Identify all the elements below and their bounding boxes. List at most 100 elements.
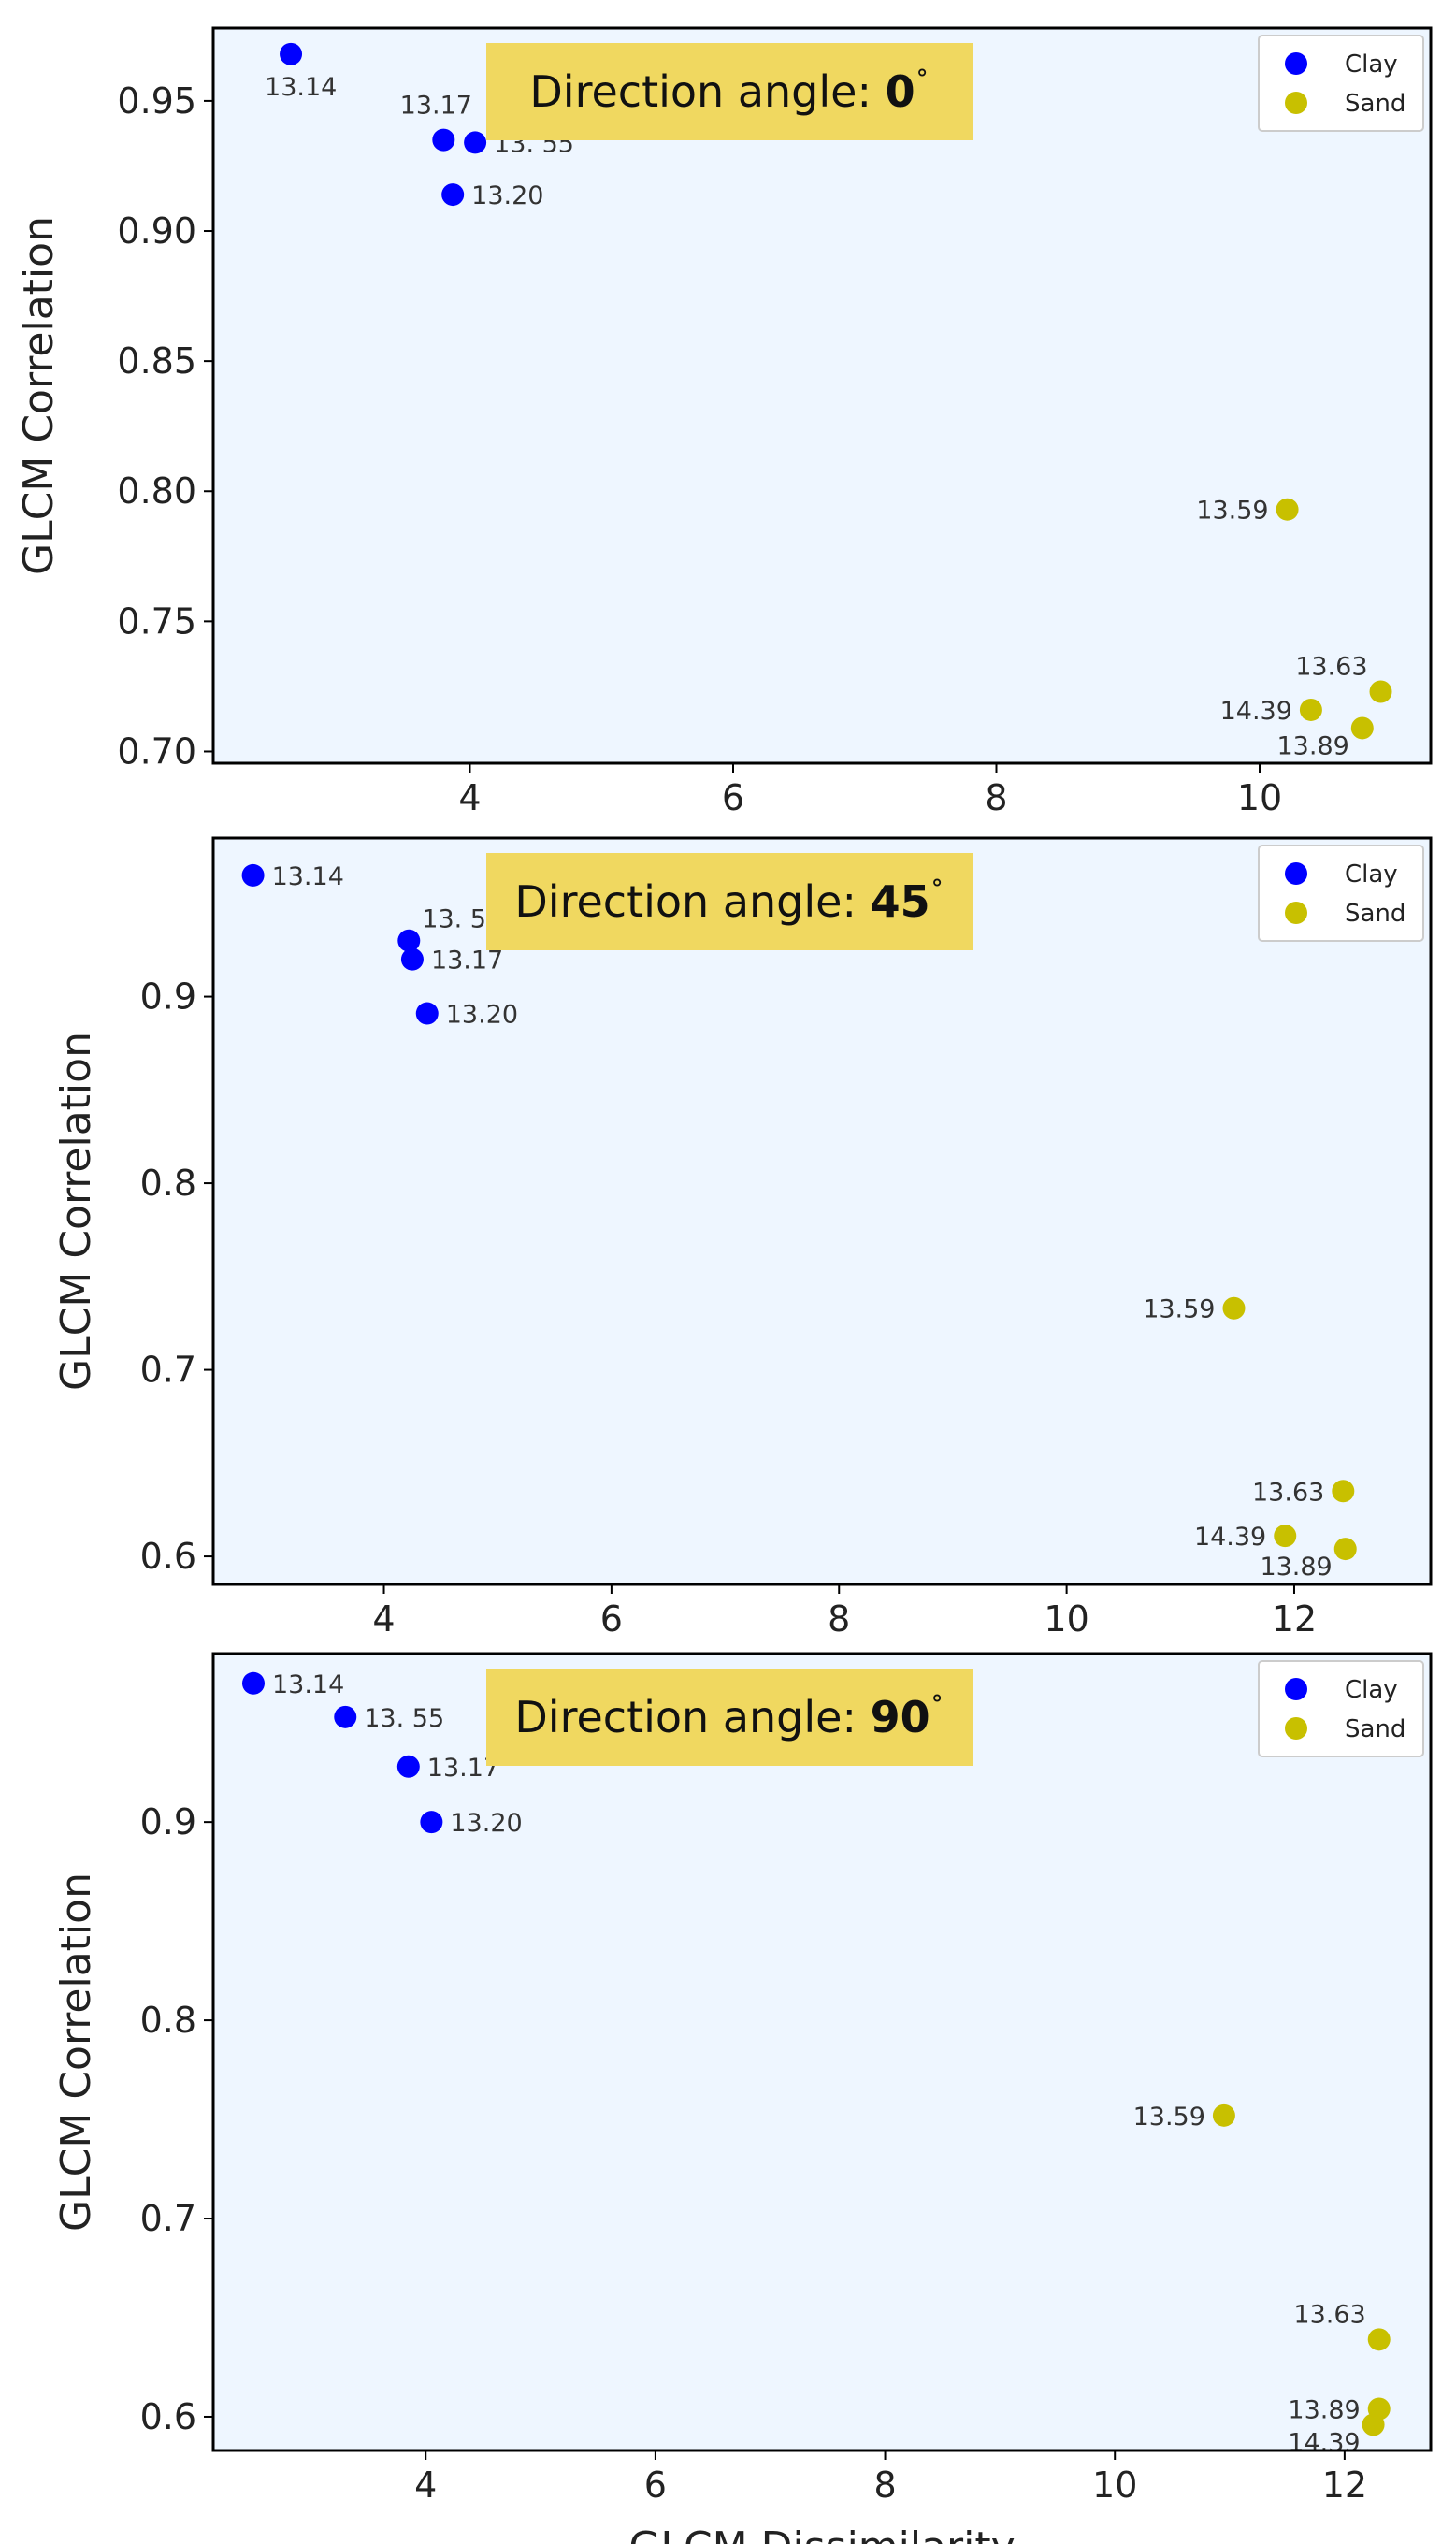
data-point-clay — [432, 128, 455, 152]
data-point-clay — [241, 1671, 265, 1695]
legend-label-clay: Clay — [1345, 1676, 1398, 1704]
x-axis-title: GLCM Dissimilarity — [628, 2523, 1015, 2544]
x-tick-label: 8 — [873, 2464, 896, 2506]
legend-label-sand: Sand — [1345, 90, 1406, 118]
y-tick-label: 0.7 — [140, 1350, 196, 1391]
point-label: 13.14 — [272, 862, 344, 891]
plot-area — [213, 28, 1431, 763]
y-tick-label: 0.90 — [117, 210, 196, 252]
x-tick-label: 8 — [985, 777, 1007, 818]
legend-label-sand: Sand — [1345, 1715, 1406, 1743]
angle-banner-value: 90 — [871, 1692, 930, 1742]
data-point-clay — [397, 929, 421, 952]
angle-banner-value: 0 — [886, 66, 915, 117]
legend-marker-clay — [1285, 1678, 1307, 1700]
legend-label-clay: Clay — [1345, 860, 1398, 889]
angle-banner-prefix: Direction angle: — [529, 66, 885, 117]
x-tick-label: 6 — [644, 2464, 667, 2506]
point-label: 13.14 — [265, 73, 337, 102]
chart-panel-1: 4 6 8 10 0.70 0.75 0.80 0.85 0.90 0.95 GLCM Correl… — [15, 26, 1433, 818]
x-tick-label: 12 — [1322, 2464, 1367, 2506]
y-tick-label: 0.80 — [117, 470, 196, 512]
x-tick-label: 10 — [1237, 777, 1282, 818]
point-label: 14.39 — [1288, 2428, 1360, 2457]
point-label: 14.39 — [1194, 1523, 1266, 1552]
x-tick-label: 10 — [1044, 1598, 1088, 1640]
data-point-sand — [1367, 2328, 1391, 2351]
point-label: 13.89 — [1277, 731, 1349, 760]
x-tick-label: 8 — [828, 1598, 850, 1640]
y-tick-label: 0.8 — [140, 2000, 196, 2041]
angle-banner-value: 45 — [871, 876, 930, 927]
point-label: 13.20 — [446, 1001, 518, 1030]
point-label: 13.59 — [1196, 497, 1268, 526]
point-label: 13.63 — [1252, 1478, 1324, 1507]
x-tick-label: 12 — [1272, 1598, 1317, 1640]
plot-area — [213, 1654, 1431, 2450]
y-axis-title: GLCM Correlation — [52, 1872, 100, 2232]
data-point-sand — [1274, 1525, 1297, 1548]
angle-banner-prefix: Direction angle: — [514, 876, 870, 927]
angle-banner — [486, 43, 973, 140]
x-tick-label: 6 — [600, 1598, 623, 1640]
data-point-clay — [420, 1811, 443, 1834]
y-tick-label: 0.9 — [140, 1801, 196, 1843]
data-point-sand — [1299, 698, 1322, 721]
data-point-clay — [396, 1755, 420, 1778]
y-tick-label: 0.6 — [140, 1536, 196, 1577]
data-point-sand — [1332, 1480, 1355, 1503]
data-point-sand — [1350, 716, 1374, 740]
data-point-sand — [1276, 498, 1299, 521]
legend-marker-sand — [1285, 902, 1307, 924]
y-tick-label: 0.7 — [140, 2198, 196, 2239]
plot-frame — [211, 26, 1433, 765]
point-label: 13.20 — [471, 181, 543, 210]
x-tick-label: 6 — [722, 777, 744, 818]
x-tick-label: 10 — [1092, 2464, 1137, 2506]
angle-banner-degree: ˚ — [930, 878, 944, 911]
point-label: 14.39 — [1220, 697, 1292, 726]
angle-banner-degree: ˚ — [930, 1694, 944, 1727]
data-point-clay — [415, 1002, 439, 1025]
data-point-sand — [1212, 2103, 1235, 2127]
y-tick-label: 0.85 — [117, 340, 196, 382]
angle-banner-text: Direction angle: 0˚ — [529, 66, 929, 117]
x-tick-label: 4 — [458, 777, 481, 818]
point-label: 13.63 — [1293, 2300, 1365, 2329]
y-tick-label: 0.95 — [117, 80, 196, 122]
plot-frame — [211, 1652, 1433, 2452]
angle-banner-text: Direction angle: 90˚ — [514, 1692, 944, 1742]
data-point-clay — [441, 183, 465, 207]
legend-marker-sand — [1285, 1717, 1307, 1740]
y-axis-title: GLCM Correlation — [52, 1032, 100, 1391]
legend-marker-sand — [1285, 92, 1307, 114]
angle-banner-degree: ˚ — [915, 68, 930, 101]
data-point-sand — [1333, 1538, 1357, 1561]
point-label: 13.20 — [450, 1809, 522, 1838]
point-label: 13.63 — [1295, 652, 1367, 681]
y-axis-title: GLCM Correlation — [15, 216, 63, 575]
data-point-clay — [400, 947, 424, 971]
point-label: 13.59 — [1133, 2103, 1205, 2132]
data-point-clay — [464, 131, 487, 154]
angle-banner — [486, 1669, 973, 1766]
y-tick-label: 0.6 — [140, 2396, 196, 2437]
point-label: 13.17 — [431, 947, 503, 976]
legend-marker-clay — [1285, 52, 1307, 75]
x-tick-label: 4 — [372, 1598, 395, 1640]
chart-panel-2: 4 6 8 10 12 0.6 0.7 0.8 0.9 GLCM Correlation 13.14… — [52, 836, 1433, 1640]
y-tick-label: 0.70 — [117, 730, 196, 772]
angle-banner — [486, 853, 973, 950]
data-point-clay — [334, 1705, 357, 1728]
chart-panel-3: 4 6 8 10 12 0.6 0.7 0.8 0.9 GLCM Correlation GLCM … — [52, 1652, 1433, 2544]
y-tick-label: 0.8 — [140, 1163, 196, 1204]
data-point-sand — [1369, 680, 1392, 703]
y-tick-label: 0.9 — [140, 976, 196, 1018]
data-point-clay — [280, 42, 303, 65]
data-point-sand — [1362, 2413, 1385, 2436]
point-label: 13.89 — [1288, 2395, 1360, 2424]
point-label: 13. 55 — [364, 1704, 444, 1733]
angle-banner-prefix: Direction angle: — [514, 1692, 870, 1742]
